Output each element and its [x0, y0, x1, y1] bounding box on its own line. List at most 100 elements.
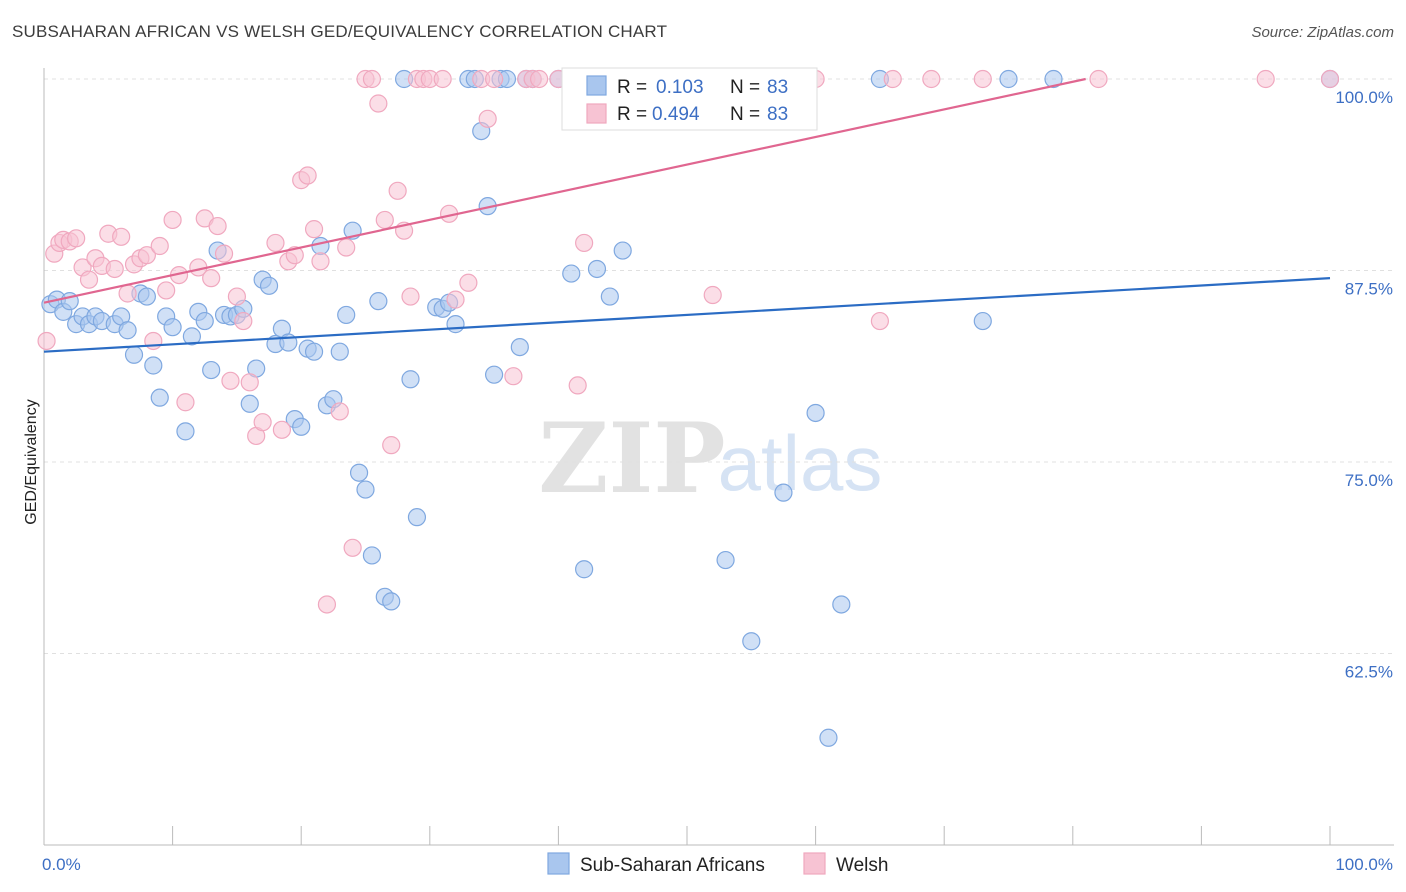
watermark-atlas: atlas: [718, 419, 883, 507]
x-tick-label-min: 0.0%: [42, 855, 81, 874]
data-point: [118, 284, 137, 303]
y-tick-label: 75.0%: [1345, 471, 1393, 490]
data-point: [137, 287, 156, 306]
trend-line: [43, 77, 1086, 304]
data-point: [240, 373, 259, 392]
data-point: [510, 338, 529, 357]
data-point: [79, 270, 99, 289]
legend-swatch-welsh: [586, 103, 607, 124]
data-point: [446, 290, 465, 309]
data-point: [973, 69, 992, 89]
watermark-zip: ZIP: [538, 402, 725, 515]
bottom-legend: Sub-Saharan Africans Welsh: [547, 852, 888, 876]
data-point: [304, 342, 324, 361]
data-point: [806, 403, 825, 423]
data-point: [883, 69, 902, 89]
data-point: [356, 480, 375, 499]
data-point: [234, 311, 253, 331]
data-point: [221, 371, 240, 390]
data-point: [253, 413, 272, 432]
data-point: [369, 292, 388, 311]
data-point: [317, 595, 337, 614]
axes: 0.0% 100.0%: [42, 68, 1394, 874]
data-point: [575, 560, 594, 579]
x-tick-label-max: 100.0%: [1335, 855, 1393, 874]
data-point: [272, 420, 292, 439]
trend-lines: [43, 77, 1331, 353]
data-point: [832, 595, 851, 614]
data-point: [202, 360, 221, 380]
data-point: [530, 69, 549, 89]
data-point: [330, 402, 349, 421]
data-point: [504, 367, 523, 386]
data-point: [202, 269, 221, 288]
data-point: [478, 109, 497, 128]
data-point: [144, 356, 163, 375]
data-point: [208, 216, 227, 236]
bottom-legend-label-sub-saharan: Sub-Saharan Africans: [580, 855, 765, 876]
legend-n-value: 83: [767, 77, 788, 98]
data-point: [433, 69, 452, 89]
data-point: [369, 94, 388, 113]
data-point: [292, 417, 311, 436]
y-axis-title: GED/Equivalency: [23, 399, 40, 524]
data-point: [163, 318, 182, 337]
data-point: [562, 264, 581, 283]
data-point: [485, 365, 504, 384]
data-point: [568, 376, 587, 395]
data-point: [176, 422, 195, 441]
data-point: [401, 287, 420, 306]
data-point: [703, 285, 722, 305]
data-point: [182, 327, 201, 346]
data-point: [124, 345, 144, 364]
data-point: [214, 244, 234, 263]
series-sub-saharan-points: [41, 69, 1340, 747]
legend-swatch-sub-saharan: [586, 75, 607, 96]
data-point: [1256, 69, 1275, 89]
bottom-legend-label-welsh: Welsh: [836, 855, 888, 876]
data-point: [67, 229, 86, 248]
data-point: [485, 69, 504, 89]
source-label: Source: ZipAtlas.com: [1251, 24, 1394, 41]
trend-line: [43, 277, 1331, 353]
data-point: [446, 315, 465, 334]
data-point: [311, 236, 330, 256]
legend-r-value: 0.494: [652, 104, 700, 125]
data-point: [613, 241, 632, 260]
legend: R = 0.103 N = 83 R = 0.494 N = 83: [561, 67, 818, 131]
data-point: [144, 331, 163, 351]
data-point: [137, 246, 156, 265]
data-point: [716, 550, 735, 570]
legend-r-label: R =: [617, 77, 647, 98]
watermark: ZIP atlas: [538, 402, 882, 515]
data-point: [266, 233, 285, 253]
data-point: [375, 210, 394, 230]
data-point: [1320, 69, 1340, 89]
data-point: [298, 166, 317, 185]
series-welsh-points: [37, 69, 1340, 614]
data-point: [311, 252, 330, 271]
data-point: [600, 287, 619, 306]
data-point: [227, 287, 246, 306]
data-point: [337, 305, 356, 325]
data-point: [382, 592, 401, 611]
data-point: [157, 281, 176, 300]
legend-r-label: R =: [617, 104, 647, 125]
data-point: [459, 273, 478, 292]
chart-title: SUBSAHARAN AFRICAN VS WELSH GED/EQUIVALE…: [12, 22, 668, 41]
y-tick-label: 100.0%: [1335, 88, 1393, 107]
data-point: [259, 276, 279, 295]
data-point: [330, 342, 349, 361]
data-point: [575, 233, 594, 253]
data-point: [407, 508, 427, 527]
legend-n-label: N =: [730, 77, 760, 98]
data-point: [973, 311, 992, 331]
data-point: [285, 246, 304, 265]
data-point: [870, 311, 890, 331]
data-point: [150, 236, 169, 256]
data-point: [922, 69, 941, 89]
data-point: [742, 632, 761, 651]
data-point: [774, 483, 793, 502]
data-point: [388, 181, 407, 200]
